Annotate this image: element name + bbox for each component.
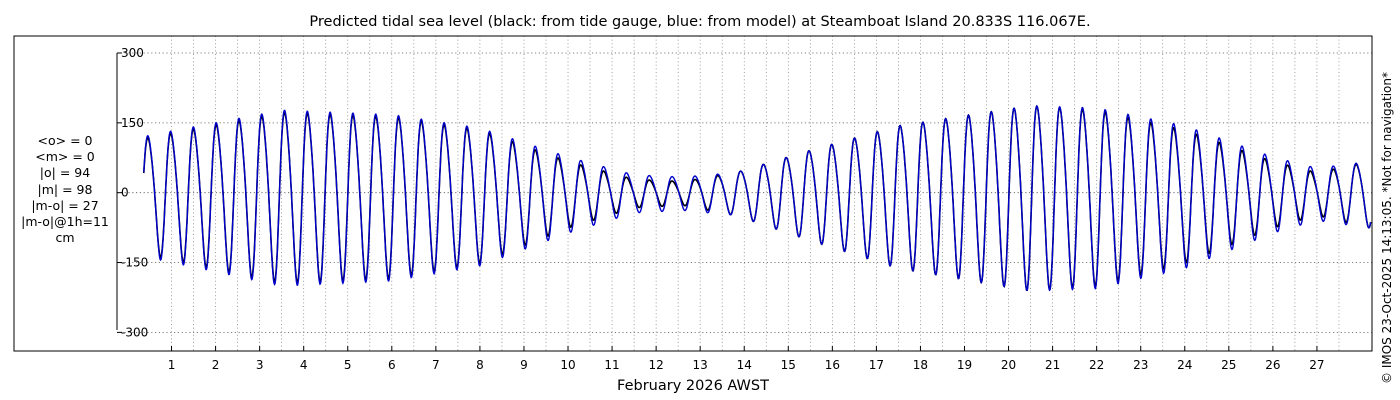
y-ticks: 300 150 0 -150 -300 (117, 46, 148, 339)
y-tick-label: 0 (121, 186, 129, 200)
x-tick-label: 27 (1309, 358, 1324, 372)
x-tick-label: 15 (781, 358, 796, 372)
x-tick-label: 3 (256, 358, 264, 372)
x-tick-label: 7 (432, 358, 440, 372)
x-tick-label: 4 (300, 358, 308, 372)
stat-diff-1h: |m-o|@1h=11 (21, 214, 109, 230)
stat-obs-mean: <o> = 0 (37, 133, 93, 148)
x-tick-label: 5 (344, 358, 352, 372)
x-tick-label: 11 (604, 358, 619, 372)
series-line-model (143, 104, 1372, 292)
x-tick-label: 19 (957, 358, 972, 372)
y-tick-label: -150 (121, 256, 148, 270)
x-tick-label: 21 (1045, 358, 1060, 372)
x-tick-label: 26 (1265, 358, 1280, 372)
y-tick-label: 300 (121, 46, 144, 60)
x-tick-label: 17 (869, 358, 884, 372)
x-tick-label: 8 (476, 358, 484, 372)
chart-title: Predicted tidal sea level (black: from t… (309, 14, 1090, 30)
stat-unit: cm (55, 230, 75, 246)
x-tick-label: 18 (913, 358, 928, 372)
x-axis-label: February 2026 AWST (617, 378, 769, 394)
plot-frame (13, 35, 1373, 352)
x-tick-label: 25 (1221, 358, 1236, 372)
stat-model-abs: |m| = 98 (37, 181, 93, 197)
x-tick-label: 10 (560, 358, 575, 372)
x-tick-label: 1 (168, 358, 176, 372)
copyright-watermark: © IMOS 23-Oct-2025 14:13:05. *Not for na… (1380, 72, 1394, 384)
statistics-panel: <o> = 0 <m> = 0 |o| = 94 |m| = 98 |m-o| … (14, 133, 116, 246)
y-tick-label: -300 (121, 325, 148, 339)
x-tick-label: 22 (1089, 358, 1104, 372)
grid-lines (117, 36, 1372, 351)
stat-model-mean: <m> = 0 (35, 149, 95, 165)
x-tick-label: 20 (1001, 358, 1016, 372)
x-tick-label: 9 (520, 358, 528, 372)
x-tick-label: 14 (737, 358, 752, 372)
x-tick-label: 23 (1133, 358, 1148, 372)
x-ticks: 1 2 3 4 5 6 7 8 9 10 11 12 13 14 15 16 17 18 19 20 21 22 23 24 2… (168, 346, 1325, 372)
x-tick-label: 12 (648, 358, 663, 372)
x-tick-label: 2 (212, 358, 220, 372)
x-tick-label: 16 (825, 358, 840, 372)
x-tick-label: 24 (1177, 358, 1192, 372)
stat-obs-abs: |o| = 94 (39, 165, 91, 181)
x-tick-label: 6 (388, 358, 396, 372)
x-tick-label: 13 (693, 358, 708, 372)
y-tick-label: 150 (121, 116, 144, 130)
series-lines (143, 104, 1372, 292)
stat-diff: |m-o| = 27 (31, 197, 99, 213)
